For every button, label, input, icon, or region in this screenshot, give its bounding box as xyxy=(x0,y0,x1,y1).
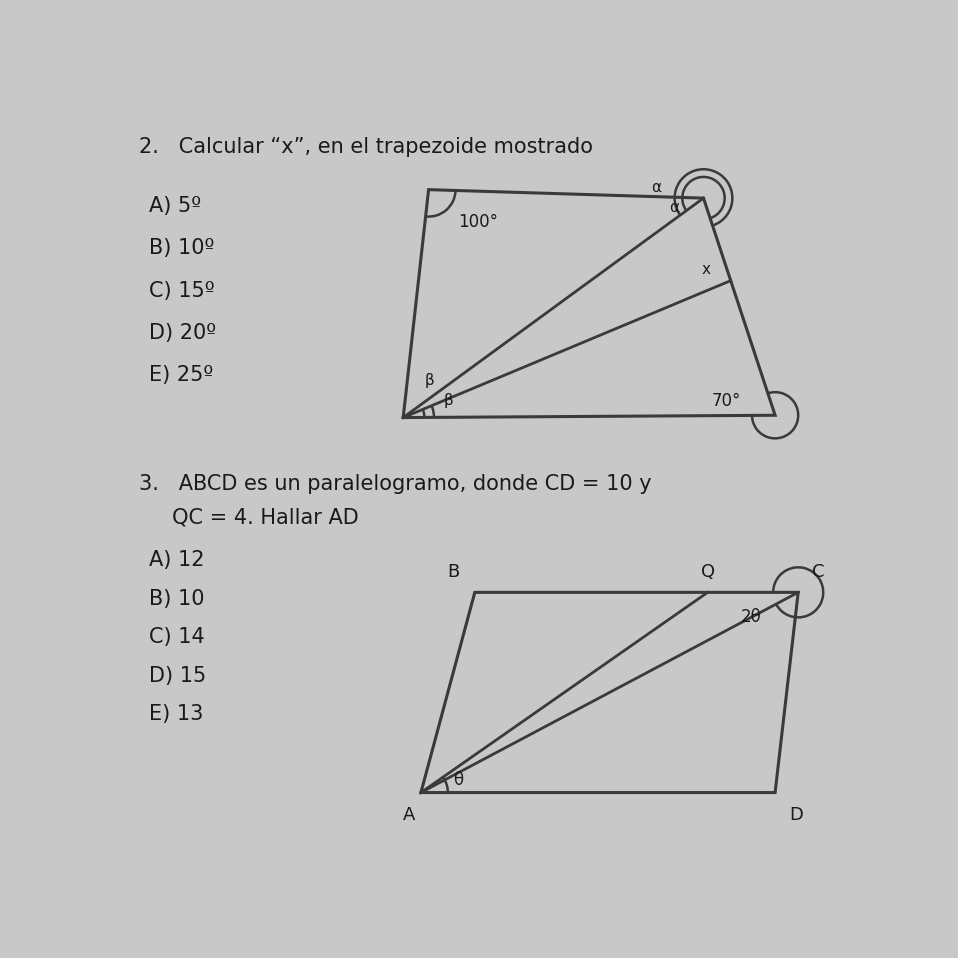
Text: α: α xyxy=(651,180,661,195)
Text: QC = 4. Hallar AD: QC = 4. Hallar AD xyxy=(139,508,359,528)
Text: E) 13: E) 13 xyxy=(149,704,203,724)
Text: C) 15º: C) 15º xyxy=(149,281,215,301)
Text: 3.   ABCD es un paralelogramo, donde CD = 10 y: 3. ABCD es un paralelogramo, donde CD = … xyxy=(139,474,651,493)
Text: 100°: 100° xyxy=(458,213,498,231)
Text: B) 10º: B) 10º xyxy=(149,239,215,258)
Text: Q: Q xyxy=(700,562,715,581)
Text: 2θ: 2θ xyxy=(741,607,762,626)
Text: E) 25º: E) 25º xyxy=(149,365,214,385)
Text: x: x xyxy=(701,262,711,278)
Text: D: D xyxy=(789,807,803,825)
Text: B: B xyxy=(447,562,460,581)
Text: β: β xyxy=(444,393,453,408)
Text: β: β xyxy=(424,374,435,388)
Text: 70°: 70° xyxy=(712,392,741,410)
Text: α: α xyxy=(669,200,679,215)
Text: D) 15: D) 15 xyxy=(149,666,206,686)
Text: C: C xyxy=(812,562,825,581)
Text: θ: θ xyxy=(453,771,464,788)
Text: D) 20º: D) 20º xyxy=(149,323,217,343)
Text: A) 5º: A) 5º xyxy=(149,195,201,216)
Text: C) 14: C) 14 xyxy=(149,627,205,647)
Text: A: A xyxy=(403,807,416,825)
Text: B) 10: B) 10 xyxy=(149,588,205,608)
Text: 2.   Calcular “x”, en el trapezoide mostrado: 2. Calcular “x”, en el trapezoide mostra… xyxy=(139,137,593,156)
Text: A) 12: A) 12 xyxy=(149,550,205,570)
